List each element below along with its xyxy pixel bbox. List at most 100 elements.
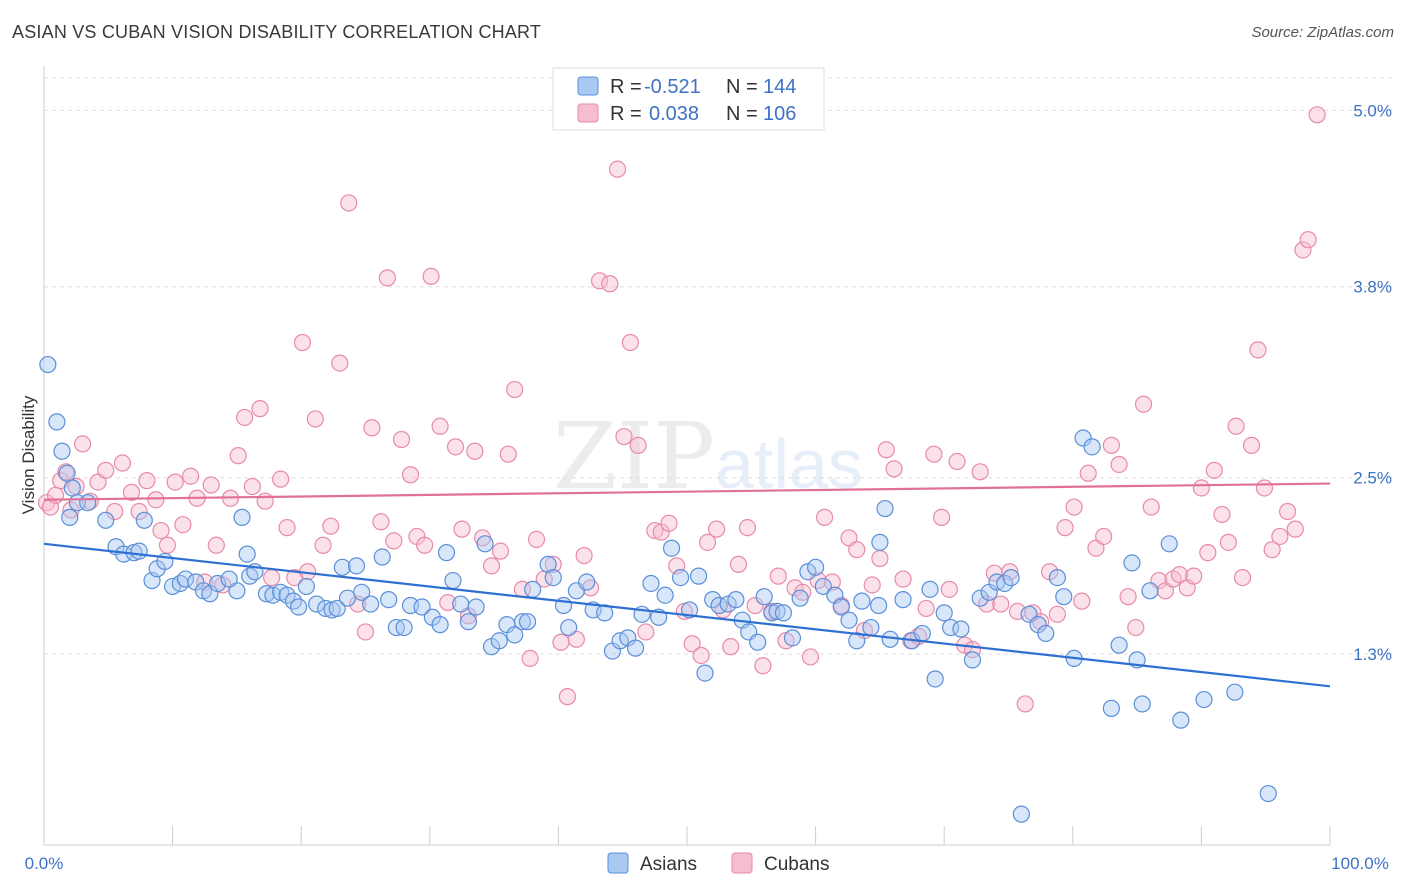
cuban-point — [422, 267, 440, 286]
cuban-point — [871, 549, 889, 568]
cuban-point — [356, 623, 375, 641]
cuban-point — [439, 593, 457, 612]
cuban-point — [1170, 566, 1189, 584]
cuban-point — [971, 463, 989, 481]
cuban-point — [621, 333, 640, 352]
asian-point — [749, 633, 767, 651]
cuban-point — [1242, 436, 1261, 454]
cuban-point — [992, 595, 1010, 613]
cuban-point — [263, 568, 281, 587]
asian-point — [1123, 554, 1141, 572]
legend-bottom-label-cubans: Cubans — [764, 854, 830, 875]
cuban-point — [1065, 498, 1083, 516]
cuban-point — [646, 521, 664, 540]
cuban-point — [885, 460, 903, 478]
legend-bottom-swatch-asians — [607, 852, 629, 874]
cuban-point — [544, 555, 562, 573]
asian-point — [1102, 699, 1120, 717]
cuban-point — [754, 657, 772, 675]
asian-point — [373, 548, 391, 566]
asian-point — [696, 664, 714, 682]
asian-point — [832, 598, 850, 616]
legend-n-label-asians: N = — [726, 76, 758, 98]
cuban-point — [637, 623, 655, 641]
asian-point — [431, 616, 449, 634]
cuban-point — [948, 452, 966, 471]
asian-point — [48, 413, 66, 431]
asian-point — [524, 580, 542, 598]
cuban-point — [322, 517, 340, 535]
cuban-point — [1308, 106, 1326, 124]
asian-point — [506, 626, 524, 644]
asian-point — [513, 613, 531, 631]
legend-bottom-swatch-cubans — [731, 852, 753, 874]
asian-point — [444, 571, 462, 590]
asian-point — [333, 558, 351, 576]
cuban-point — [801, 648, 820, 666]
asian-point — [876, 499, 894, 518]
cuban-point — [182, 467, 200, 485]
trend-line-asians — [43, 542, 1331, 688]
asian-point — [297, 577, 315, 596]
asian-point — [806, 558, 825, 576]
cuban-point — [1134, 395, 1153, 413]
cuban-point — [446, 438, 465, 456]
asian-point — [53, 442, 71, 460]
cuban-point — [1110, 455, 1128, 474]
asian-point — [238, 545, 256, 563]
asian-point — [257, 585, 276, 603]
cuban-point — [293, 333, 312, 352]
asian-point — [926, 670, 944, 688]
asian-point — [362, 595, 380, 613]
legend-swatch-cubans — [577, 103, 599, 123]
grid-lines — [44, 77, 1392, 655]
cuban-point — [521, 649, 539, 668]
trend-lines — [43, 482, 1331, 688]
asian-point — [380, 591, 398, 609]
asian-point — [840, 611, 858, 629]
asian-point — [353, 583, 371, 601]
cuban-point — [1255, 479, 1274, 497]
cuban-point — [229, 447, 247, 465]
cuban-point — [894, 570, 912, 588]
cuban-point — [863, 576, 881, 594]
asian-point — [328, 599, 346, 618]
asian-point — [490, 632, 508, 650]
asian-point — [768, 602, 786, 620]
chart-source: Source: ZipAtlas.com — [1251, 24, 1394, 41]
cuban-point — [1249, 341, 1267, 359]
asian-point — [476, 535, 494, 553]
asian-point — [437, 544, 456, 562]
asian-point — [952, 620, 970, 638]
asian-point — [1083, 438, 1101, 456]
cuban-point — [601, 275, 619, 293]
y-tick-label: 2.5% — [1353, 469, 1392, 488]
asian-point — [1133, 695, 1151, 713]
asian-point — [1012, 805, 1030, 823]
asian-point — [791, 589, 809, 607]
asian-point — [1226, 683, 1244, 701]
cuban-point — [1278, 502, 1297, 521]
cuban-point — [174, 516, 192, 534]
cuban-point — [401, 466, 420, 484]
cuban-point — [1294, 241, 1312, 259]
asian-point — [871, 533, 889, 551]
asian-point — [79, 494, 97, 512]
asian-point — [755, 588, 773, 606]
x-axis-ticks — [43, 826, 1331, 845]
cuban-point — [683, 635, 701, 653]
cuban-point — [506, 380, 524, 399]
cuban-point — [823, 573, 841, 591]
cuban-point — [97, 461, 115, 479]
x-tick-label-left: 0.0% — [25, 854, 64, 873]
asian-point — [233, 508, 251, 526]
asian-point — [1259, 784, 1277, 803]
legend-swatch-asians — [577, 76, 599, 96]
cuban-point — [940, 580, 958, 598]
legend-top: R = -0.521 N = 144 R = 0.038 N = 106 — [552, 67, 825, 131]
cuban-point — [482, 557, 501, 575]
cuban-point — [746, 596, 764, 615]
cuban-point — [1048, 605, 1066, 623]
cuban-point — [431, 417, 449, 435]
cuban-point — [629, 436, 647, 454]
